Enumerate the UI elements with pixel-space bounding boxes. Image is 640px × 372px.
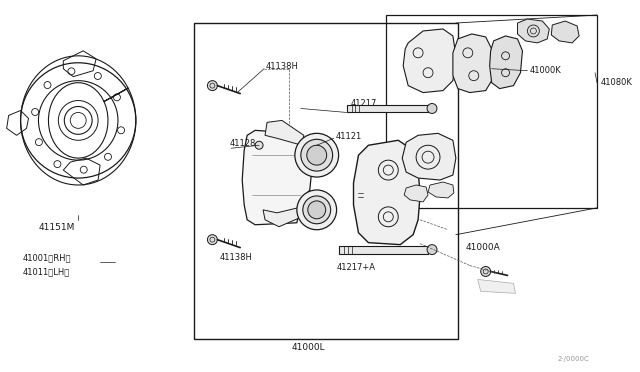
Text: 41000A: 41000A [466, 243, 500, 252]
Polygon shape [404, 185, 428, 202]
Text: 41128: 41128 [229, 139, 255, 148]
Circle shape [255, 141, 263, 149]
Polygon shape [490, 36, 522, 89]
Circle shape [297, 190, 337, 230]
Text: 41121: 41121 [335, 132, 362, 141]
Bar [339, 246, 428, 254]
Text: 41000K: 41000K [529, 66, 561, 75]
Text: 41138H: 41138H [220, 253, 252, 262]
Bar [346, 105, 428, 112]
Polygon shape [353, 140, 420, 245]
Text: 41138H: 41138H [266, 62, 299, 71]
Text: 41217: 41217 [351, 99, 377, 108]
Polygon shape [428, 182, 454, 198]
Bar [387, 15, 597, 208]
Polygon shape [403, 29, 456, 93]
Circle shape [307, 145, 326, 165]
Circle shape [295, 133, 339, 177]
Polygon shape [518, 19, 549, 43]
Polygon shape [402, 133, 456, 180]
Polygon shape [551, 21, 579, 43]
Circle shape [308, 201, 326, 219]
Polygon shape [263, 207, 302, 227]
Circle shape [301, 139, 333, 171]
Circle shape [427, 245, 437, 254]
Polygon shape [453, 34, 492, 93]
Bar [195, 23, 458, 339]
Circle shape [427, 103, 437, 113]
Text: 41080K: 41080K [601, 78, 633, 87]
Circle shape [207, 81, 218, 91]
Polygon shape [265, 121, 304, 145]
Text: 41000L: 41000L [292, 343, 326, 353]
Text: 41011〈LH〉: 41011〈LH〉 [22, 267, 70, 276]
Circle shape [303, 196, 331, 224]
Text: 41151M: 41151M [38, 223, 75, 232]
Polygon shape [242, 130, 312, 225]
Circle shape [481, 266, 491, 276]
Polygon shape [477, 279, 515, 294]
Circle shape [207, 235, 218, 245]
Text: 41001〈RH〉: 41001〈RH〉 [22, 253, 71, 262]
Text: 2‧/0000C: 2‧/0000C [557, 356, 589, 362]
Text: 41217+A: 41217+A [337, 263, 376, 272]
